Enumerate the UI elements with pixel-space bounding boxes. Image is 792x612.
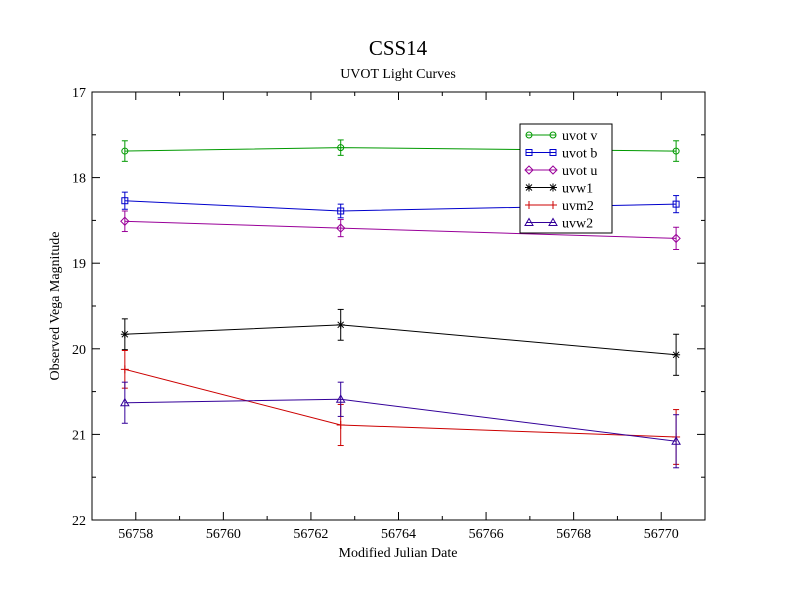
legend-entry-uvot-v: uvot v: [525, 129, 597, 144]
legend-label: uvm2: [562, 199, 594, 214]
data-point-uvot-b: [337, 207, 345, 215]
marker-stroke: [549, 184, 557, 191]
legend-marker: [524, 217, 534, 226]
error-bar-uvw2: [673, 414, 680, 469]
series-line-uvm2: [124, 368, 677, 438]
error-bar-uvot-v: [673, 140, 680, 162]
data-point-uvm2: [336, 420, 345, 429]
series-line-uvw2: [124, 398, 677, 442]
legend-entry-uvot-u: uvot u: [524, 164, 597, 179]
error-bar-uvot-u: [337, 219, 344, 238]
error-bar-uvot-u: [673, 226, 680, 251]
legend-marker: [524, 165, 534, 175]
y-tick-label: 22: [72, 514, 86, 529]
error-bar-uvot-b: [337, 203, 344, 219]
series-layer: [119, 139, 681, 469]
chart-title: CSS14: [369, 36, 428, 60]
legend: uvot v uvot b uvot u uvw1 uvm2 uvw2: [519, 123, 613, 234]
error-bar-uvot-v: [337, 139, 344, 156]
data-point-uvot-v: [672, 147, 680, 155]
data-point-uvot-b: [672, 200, 680, 208]
legend-label: uvot v: [562, 129, 597, 144]
series-uvw1: [120, 308, 681, 376]
data-point-uvw1: [672, 350, 681, 359]
y-tick-label: 18: [72, 172, 86, 187]
legend-entry-uvm2: uvm2: [525, 199, 594, 214]
plot-frame: [91, 91, 706, 521]
data-point-uvot-b: [121, 197, 129, 205]
x-tick-label: 56758: [118, 527, 153, 542]
legend-marker: [549, 131, 557, 139]
legend-label: uvw1: [562, 182, 593, 197]
x-axis-label: Modified Julian Date: [339, 546, 458, 561]
legend-marker: [525, 201, 533, 209]
series-uvot-u: [120, 210, 681, 251]
legend-marker: [549, 201, 557, 209]
legend-marker: [525, 183, 533, 192]
data-point-uvot-v: [337, 144, 345, 152]
data-point-uvw2: [671, 436, 681, 445]
x-tick-labels: 56758 56760 56762 56764 56766 56768 56770: [118, 527, 678, 542]
x-tick-label: 56762: [293, 527, 328, 542]
data-point-uvot-u: [335, 223, 346, 233]
legend-marker: [525, 131, 533, 139]
marker-stroke: [672, 351, 680, 359]
legend-label: uvot b: [562, 147, 597, 162]
data-point-uvw1: [336, 320, 345, 329]
x-tick-label: 56764: [381, 527, 416, 542]
series-uvw2: [119, 381, 681, 469]
data-point-uvot-u: [120, 216, 130, 226]
legend-entry-uvw1: uvw1: [525, 182, 593, 197]
data-point-uvot-u: [671, 233, 681, 244]
chart-subtitle: UVOT Light Curves: [340, 67, 456, 82]
data-point-uvm2: [120, 365, 129, 374]
legend-marker: [525, 149, 533, 156]
y-axis-label: Observed Vega Magnitude: [48, 231, 63, 380]
legend-marker: [548, 217, 558, 226]
y-tick-label: 21: [72, 428, 86, 443]
legend-entry-uvw2: uvw2: [524, 217, 593, 232]
data-point-uvw1: [120, 330, 129, 339]
legend-marker: [549, 183, 557, 192]
error-bar-uvot-u: [121, 210, 128, 233]
x-tick-label: 56768: [556, 527, 591, 542]
y-tick-label: 17: [72, 86, 86, 101]
axis-ticks: [91, 91, 706, 521]
marker-stroke: [337, 321, 345, 329]
data-point-uvot-v: [121, 147, 129, 155]
error-bar-uvot-v: [121, 140, 128, 162]
series-line-uvw1: [124, 324, 677, 356]
x-tick-label: 56766: [469, 527, 504, 542]
data-point-uvw2: [119, 397, 130, 407]
data-point-uvw2: [335, 394, 346, 403]
legend-box: [519, 123, 613, 234]
error-bar-uvot-b: [673, 195, 680, 214]
y-tick-labels: 17 18 19 20 21 22: [72, 86, 86, 529]
legend-marker: [548, 165, 558, 175]
legend-marker: [549, 149, 557, 156]
marker-stroke: [121, 330, 129, 338]
y-tick-label: 20: [72, 343, 86, 358]
error-bar-uvot-b: [121, 191, 128, 210]
series-uvm2: [120, 350, 681, 465]
error-bar-uvw2: [337, 381, 344, 417]
legend-entry-uvot-b: uvot b: [525, 147, 597, 162]
error-bar-uvw2: [121, 381, 128, 424]
x-tick-label: 56760: [206, 527, 241, 542]
x-tick-label: 56770: [644, 527, 679, 542]
y-tick-label: 19: [72, 257, 86, 272]
legend-label: uvw2: [562, 217, 593, 232]
legend-label: uvot u: [562, 164, 597, 179]
marker-stroke: [525, 184, 533, 191]
